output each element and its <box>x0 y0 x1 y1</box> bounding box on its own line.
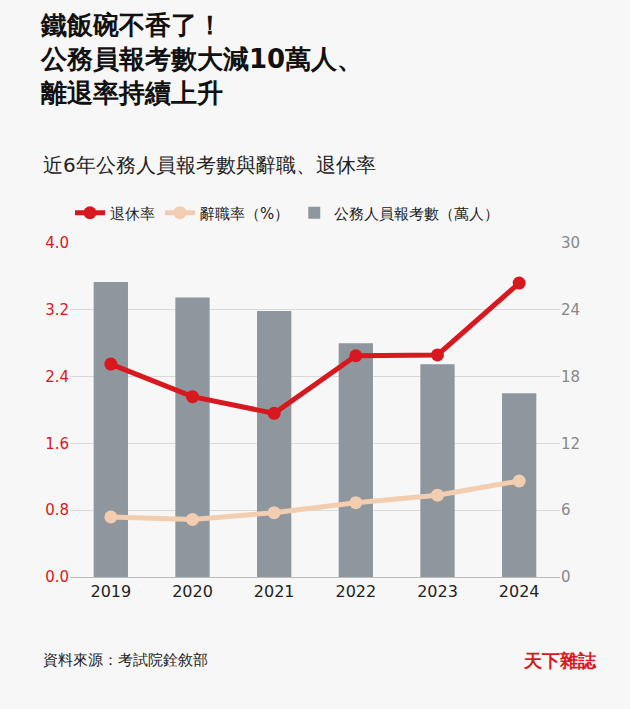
svg-text:2020: 2020 <box>172 582 213 601</box>
svg-text:2021: 2021 <box>254 582 295 601</box>
svg-text:12: 12 <box>561 435 580 453</box>
svg-text:近6年公務人員報考數與辭職、退休率: 近6年公務人員報考數與辭職、退休率 <box>43 153 376 177</box>
svg-text:2.4: 2.4 <box>45 368 69 386</box>
svg-text:2022: 2022 <box>335 582 376 601</box>
svg-text:4.0: 4.0 <box>45 234 69 252</box>
svg-text:2024: 2024 <box>499 582 540 601</box>
svg-text:天下雜誌: 天下雜誌 <box>523 650 597 671</box>
svg-text:辭職率（%）: 辭職率（%） <box>200 205 289 223</box>
svg-text:6: 6 <box>561 501 571 519</box>
svg-text:鐵飯碗不香了！公務員報考數大減10萬人、離退率持續上升: 鐵飯碗不香了！公務員報考數大減10萬人、離退率持續上升 <box>40 10 363 108</box>
svg-text:24: 24 <box>561 301 580 319</box>
svg-text:1.6: 1.6 <box>45 435 69 453</box>
svg-text:2023: 2023 <box>417 582 458 601</box>
svg-text:0.8: 0.8 <box>45 501 69 519</box>
svg-text:0: 0 <box>561 568 571 586</box>
svg-text:退休率: 退休率 <box>110 205 155 223</box>
svg-text:30: 30 <box>561 234 580 252</box>
svg-text:2019: 2019 <box>90 582 131 601</box>
svg-text:18: 18 <box>561 368 580 386</box>
svg-text:0.0: 0.0 <box>45 568 69 586</box>
svg-text:公務人員報考數（萬人）: 公務人員報考數（萬人） <box>334 205 499 223</box>
svg-text:資料來源：考試院銓敘部: 資料來源：考試院銓敘部 <box>43 651 208 669</box>
svg-text:3.2: 3.2 <box>45 301 69 319</box>
